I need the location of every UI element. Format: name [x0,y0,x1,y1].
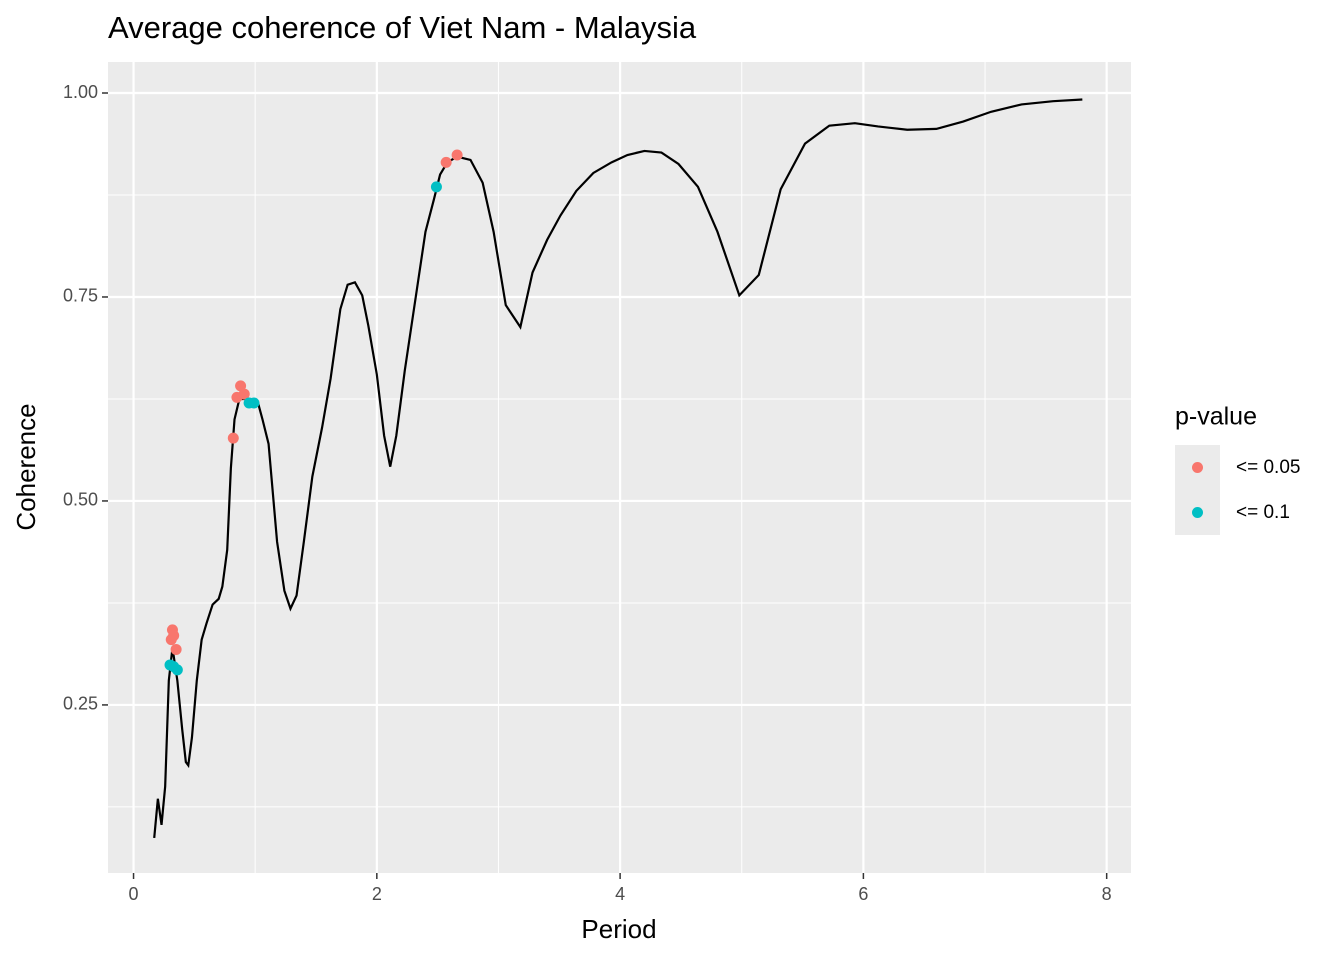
chart-title: Average coherence of Viet Nam - Malaysia [108,10,697,45]
x-tick-label: 2 [372,884,382,904]
x-tick-label: 6 [858,884,868,904]
point [430,181,442,193]
point [170,643,182,655]
x-tick-label: 0 [129,884,139,904]
y-tick-label: 1.00 [63,82,98,102]
point [227,432,239,444]
legend-title: p-value [1175,403,1257,431]
point [168,630,180,642]
legend-marker [1192,507,1203,518]
y-tick-label: 0.25 [63,694,98,714]
point [440,156,452,168]
point [248,397,260,409]
legend-label: <= 0.1 [1236,502,1290,523]
legend-marker [1192,462,1203,473]
x-axis-title: Period [581,914,656,944]
legend-label: <= 0.05 [1236,457,1300,478]
y-tick-label: 0.75 [63,286,98,306]
x-tick-label: 8 [1102,884,1112,904]
y-tick-label: 0.50 [63,490,98,510]
y-axis-title: Coherence [11,403,41,530]
x-tick-label: 4 [615,884,625,904]
point [451,149,463,161]
line [153,98,1083,839]
point [238,388,250,400]
point [168,661,180,673]
